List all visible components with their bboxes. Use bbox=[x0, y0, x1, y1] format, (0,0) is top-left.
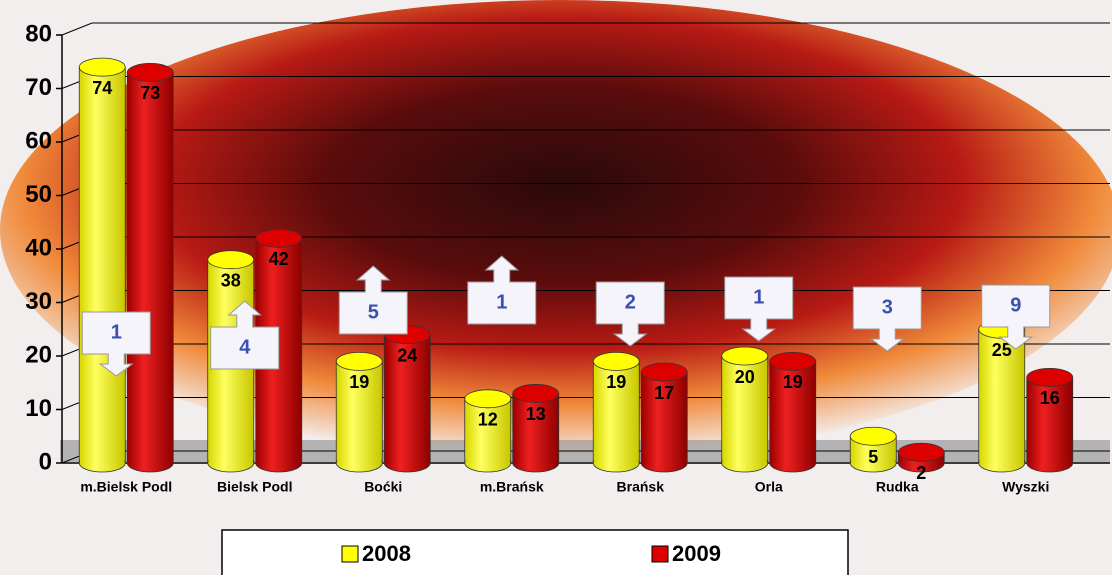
legend-label: 2008 bbox=[362, 541, 411, 566]
legend-swatch bbox=[651, 545, 669, 563]
change-label: 1 bbox=[496, 291, 507, 313]
change-label: 2 bbox=[625, 291, 636, 313]
data-label: 19 bbox=[606, 372, 626, 392]
change-arrow bbox=[338, 265, 408, 335]
bar-top bbox=[464, 389, 512, 409]
change-arrow bbox=[467, 255, 537, 325]
bar-top bbox=[721, 346, 769, 366]
data-label: 13 bbox=[526, 404, 546, 424]
bar-body-cover bbox=[1027, 377, 1072, 463]
bar-body-cover bbox=[722, 356, 767, 463]
y-tick-label: 0 bbox=[39, 448, 52, 475]
y-tick-label: 40 bbox=[25, 234, 52, 261]
legend-swatch bbox=[341, 545, 359, 563]
data-label: 42 bbox=[269, 249, 289, 269]
y-tick-label: 50 bbox=[25, 181, 52, 208]
bar-top bbox=[512, 384, 560, 403]
bar-top bbox=[769, 351, 817, 371]
grid-line bbox=[61, 22, 1110, 36]
change-arrow bbox=[595, 281, 665, 347]
data-label: 2 bbox=[916, 463, 926, 483]
bar-body-cover bbox=[337, 361, 382, 463]
bar-body-cover bbox=[513, 393, 558, 463]
x-tick-label: Boćki bbox=[364, 479, 402, 495]
bar-top bbox=[849, 426, 897, 446]
x-tick-label: Bielsk Podl bbox=[217, 479, 292, 495]
y-tick-label: 60 bbox=[25, 127, 52, 154]
bar-top bbox=[255, 228, 303, 248]
data-label: 16 bbox=[1040, 388, 1060, 408]
change-label: 1 bbox=[753, 286, 764, 308]
bar-body-cover bbox=[128, 72, 173, 463]
change-arrow bbox=[81, 311, 151, 377]
legend-label: 2009 bbox=[672, 541, 721, 566]
bar-body-cover bbox=[594, 361, 639, 463]
data-label: 19 bbox=[349, 372, 369, 392]
x-tick-label: Brańsk bbox=[617, 479, 665, 495]
bar-body-cover bbox=[979, 329, 1024, 463]
data-label: 20 bbox=[735, 367, 755, 387]
x-tick-label: m.Brańsk bbox=[480, 479, 544, 495]
bar-top bbox=[1026, 367, 1074, 387]
change-arrow bbox=[852, 286, 922, 352]
bar-top bbox=[335, 351, 383, 371]
bar-body-cover bbox=[770, 361, 815, 463]
bar-body-cover bbox=[465, 398, 510, 463]
bar-body-cover bbox=[642, 372, 687, 463]
x-tick-label: Rudka bbox=[876, 479, 919, 495]
bar-top bbox=[640, 362, 688, 382]
bar-body-cover bbox=[385, 334, 430, 463]
data-label: 17 bbox=[654, 383, 674, 403]
data-label: 5 bbox=[868, 447, 878, 467]
y-tick-label: 20 bbox=[25, 341, 52, 368]
data-label: 73 bbox=[140, 83, 160, 103]
change-label: 3 bbox=[882, 296, 893, 318]
data-label: 24 bbox=[397, 345, 417, 365]
change-label: 1 bbox=[111, 321, 122, 343]
y-tick-label: 70 bbox=[25, 74, 52, 101]
data-label: 25 bbox=[992, 340, 1012, 360]
bar-top bbox=[78, 57, 126, 77]
change-arrow bbox=[210, 300, 280, 370]
change-arrow bbox=[981, 284, 1051, 350]
x-tick-label: Wyszki bbox=[1002, 479, 1049, 495]
bar-top bbox=[126, 63, 174, 82]
data-label: 12 bbox=[478, 410, 498, 430]
data-label: 19 bbox=[783, 372, 803, 392]
x-tick-label: Orla bbox=[755, 479, 783, 495]
x-tick-label: m.Bielsk Podl bbox=[80, 479, 172, 495]
bar-body-cover bbox=[80, 67, 125, 463]
y-tick-label: 80 bbox=[25, 20, 52, 47]
bar-top bbox=[207, 250, 255, 270]
change-label: 5 bbox=[368, 301, 379, 323]
data-label: 38 bbox=[221, 270, 241, 290]
y-tick-label: 30 bbox=[25, 288, 52, 315]
data-label: 74 bbox=[92, 78, 112, 98]
change-label: 9 bbox=[1010, 294, 1021, 316]
y-tick-label: 10 bbox=[25, 395, 52, 422]
change-label: 4 bbox=[239, 336, 251, 358]
legend bbox=[221, 529, 849, 580]
bar-top bbox=[592, 351, 640, 371]
bar-top bbox=[897, 442, 945, 462]
change-arrow bbox=[724, 276, 794, 342]
